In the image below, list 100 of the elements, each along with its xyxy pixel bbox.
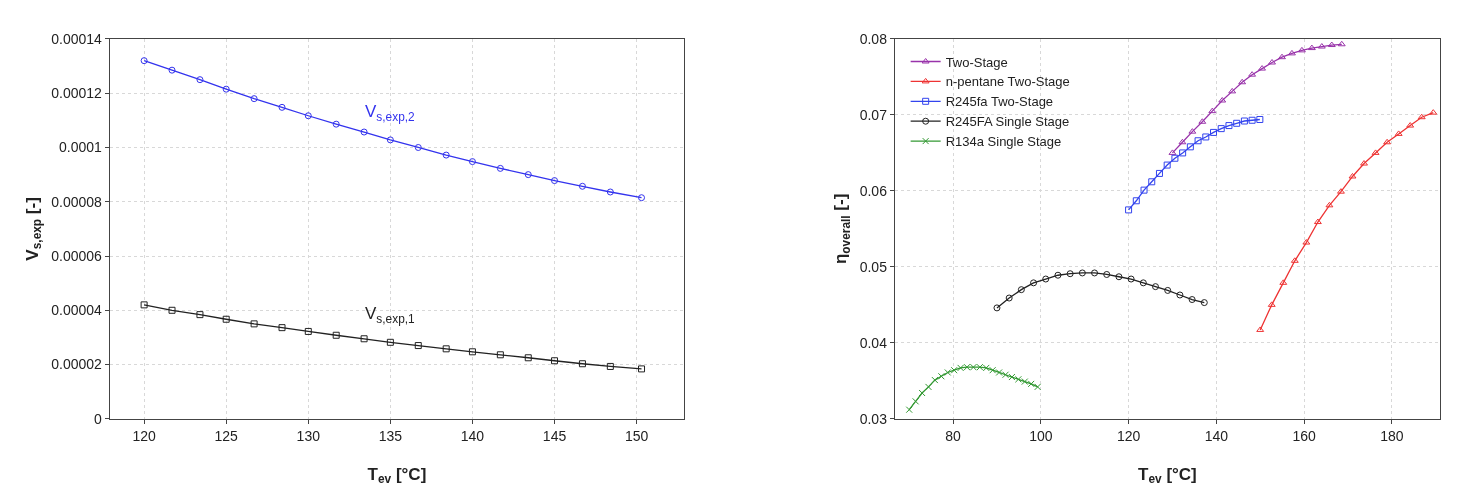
- point: [496, 351, 504, 359]
- x-tick-label: 150: [624, 427, 649, 444]
- point: [496, 164, 504, 172]
- x-axis-title: T$_{ev}$ [°C]: [367, 464, 427, 487]
- x-tick-label: 100: [1029, 427, 1053, 444]
- point: [551, 357, 559, 365]
- point: [1155, 169, 1163, 177]
- point: [1017, 286, 1025, 294]
- legend-label: n-pentane Two-Stage: [945, 74, 1070, 90]
- point: [250, 320, 258, 328]
- legend-label: R245FA Single Stage: [945, 114, 1070, 130]
- point: [414, 143, 422, 151]
- x-tick-label: 160: [1292, 427, 1316, 444]
- y-tick-label: 0.0001: [59, 139, 103, 156]
- legend-label: Two-Stage: [945, 54, 1008, 70]
- point: [1337, 188, 1345, 194]
- point: [1034, 383, 1042, 391]
- point: [360, 128, 368, 136]
- point: [1176, 291, 1184, 299]
- y-tick-label: 0.00012: [51, 85, 103, 102]
- point: [931, 376, 939, 384]
- point: [1202, 133, 1210, 141]
- point: [606, 188, 614, 196]
- x-axis-title: T$_{ev}$ [°C]: [1138, 464, 1197, 487]
- point: [278, 324, 286, 332]
- point: [1186, 143, 1194, 151]
- y-tick-label: 0.04: [859, 334, 888, 351]
- point: [1327, 41, 1336, 48]
- x-tick-label: 140: [460, 427, 485, 444]
- point: [1228, 87, 1237, 94]
- point: [1078, 269, 1086, 277]
- point: [140, 57, 148, 65]
- point: [1127, 275, 1135, 283]
- point: [1383, 138, 1392, 145]
- point: [196, 311, 204, 319]
- point: [386, 338, 394, 346]
- point: [1217, 125, 1225, 133]
- point: [168, 66, 176, 74]
- point: [1005, 294, 1013, 302]
- point: [638, 194, 646, 202]
- point: [278, 103, 286, 111]
- point: [1225, 122, 1233, 130]
- y-tick-label: 0.08: [859, 30, 888, 47]
- point: [1178, 138, 1187, 145]
- point: [1287, 49, 1296, 56]
- point: [1103, 270, 1111, 278]
- point: [1042, 275, 1050, 283]
- point: [1066, 270, 1074, 278]
- legend-label: R245fa Two-Stage: [945, 94, 1054, 110]
- point: [1325, 201, 1334, 208]
- point: [1139, 279, 1147, 287]
- point: [912, 397, 920, 405]
- point: [1210, 128, 1218, 136]
- point: [1054, 271, 1062, 279]
- point: [578, 182, 586, 190]
- x-tick-label: 120: [1116, 427, 1141, 444]
- point: [222, 85, 230, 93]
- point: [1360, 160, 1368, 166]
- y-tick-label: 0.07: [859, 106, 888, 123]
- point: [1208, 107, 1217, 114]
- point: [442, 151, 450, 159]
- point: [168, 306, 176, 314]
- point: [1297, 46, 1306, 53]
- point: [1030, 279, 1038, 287]
- point: [442, 345, 450, 353]
- point: [578, 360, 586, 368]
- y-tick-label: 0.00002: [51, 356, 103, 373]
- y-tick-label: 0.00004: [51, 302, 103, 319]
- point: [1248, 116, 1256, 124]
- x-tick-label: 135: [378, 427, 403, 444]
- point: [250, 95, 258, 103]
- point: [332, 120, 340, 128]
- point: [924, 383, 932, 391]
- x-tick-label: 140: [1204, 427, 1229, 444]
- x-tick-label: 80: [945, 427, 962, 444]
- point: [1313, 218, 1322, 225]
- point: [638, 365, 646, 373]
- y-tick-label: 0.00006: [51, 247, 103, 264]
- series-label: V$_{s,exp,2}$: [365, 102, 416, 124]
- x-tick-label: 130: [296, 427, 321, 444]
- point: [468, 158, 476, 166]
- point: [1125, 206, 1133, 214]
- point: [1132, 197, 1140, 205]
- point: [1337, 40, 1346, 47]
- x-tick-label: 145: [542, 427, 567, 444]
- point: [304, 327, 312, 335]
- point: [140, 301, 148, 309]
- point: [468, 348, 476, 356]
- point: [1171, 154, 1179, 162]
- point: [1194, 137, 1202, 145]
- point: [1179, 149, 1187, 157]
- x-tick-label: 120: [132, 427, 157, 444]
- point: [1238, 78, 1247, 85]
- y-tick-label: 0: [94, 410, 103, 427]
- point: [1307, 44, 1316, 51]
- point: [1240, 117, 1248, 125]
- point: [524, 354, 532, 362]
- point: [1152, 283, 1160, 291]
- point: [1417, 113, 1426, 120]
- x-tick-label: 180: [1380, 427, 1404, 444]
